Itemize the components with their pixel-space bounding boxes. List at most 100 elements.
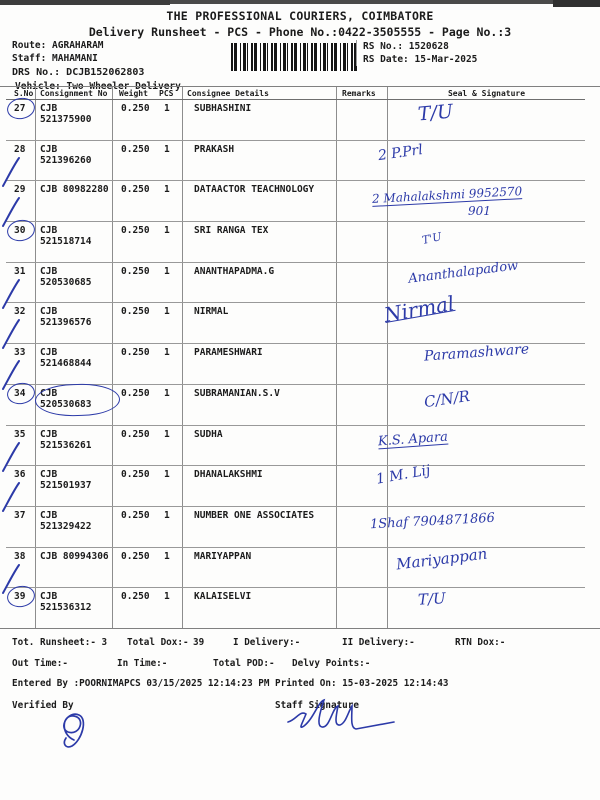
row-weight: 0.250 (121, 469, 150, 481)
row-sno-cell: 29 (2, 181, 36, 228)
route-field: Route: AGRAHARAM (12, 40, 104, 51)
row-sno-cell: 37 (6, 506, 36, 547)
delivery-tick-mark (2, 482, 20, 513)
row-remarks (337, 588, 388, 628)
col-header-consignee: Consignee Details (183, 87, 337, 99)
row-sno-circled: 39 (14, 591, 26, 603)
row-consignee: NUMBER ONE ASSOCIATES (183, 506, 337, 547)
row-sno-circled: 30 (14, 225, 26, 237)
total-runsheet: Tot. Runsheet:- 3 (12, 637, 108, 648)
table-row: 31 CJB 520530685 0.250 1 ANANTHAPADMA.G Anant… (2, 258, 585, 309)
row-remarks (337, 506, 388, 547)
row-remarks (337, 384, 388, 425)
total-pod: Total POD:- (213, 658, 275, 669)
row-sno: 28 (14, 143, 26, 155)
rs-date: RS Date: 15-Mar-2025 (363, 54, 478, 65)
row-remarks (337, 547, 388, 588)
row-consignee: SUBRAMANIAN.S.V (183, 384, 337, 425)
row-remarks (337, 140, 388, 181)
row-pcs: 1 (151, 100, 183, 140)
delivery-tick-mark (2, 563, 20, 594)
row-pcs: 1 (151, 303, 183, 344)
row-consignment-no: CJB 80982280 (40, 184, 109, 196)
table-row: 32 CJB 521396576 0.250 1 NIRMAL Nirmal (2, 291, 585, 350)
delivery-tick-mark (2, 156, 20, 187)
in-time: In Time:- (117, 658, 168, 669)
row-pcs: 1 (151, 222, 183, 262)
barcode-image (231, 43, 358, 71)
total-dox-value: 39 (193, 637, 205, 648)
row-remarks (337, 100, 388, 140)
drs-number-field: DRS No.: DCJB152062803 (12, 67, 145, 78)
table-row: 33 CJB 521468844 0.250 1 PARAMESHWARI Paramas… (2, 341, 585, 391)
row-pcs: 1 (151, 344, 183, 384)
row-pcs: 1 (151, 506, 183, 547)
row-weight: 0.250 (121, 265, 150, 277)
row-weight: 0.250 (121, 184, 150, 196)
row-consignment-cell: CJB 521329422 (36, 506, 113, 547)
row-consignee: PARAMESHWARI (183, 344, 337, 384)
col-header-consignment: Consignment No (36, 87, 113, 99)
staff-field: Staff: MAHAMANI (12, 53, 98, 64)
row-consignee: NIRMAL (183, 303, 337, 344)
row-weight: 0.250 (121, 103, 150, 114)
row-consignment-no: CJB 521375900 (40, 103, 92, 125)
row-consignment-no: CJB 521329422 (40, 509, 92, 532)
scan-edge-artifact-right (553, 0, 600, 7)
row-consignment-no: CJB 521501937 (40, 469, 92, 492)
runsheet-table: S.No Consignment No Weight PCS Consignee… (2, 87, 585, 628)
row-consignment-no: CJB 80994306 (40, 550, 109, 562)
row-sno: 32 (14, 306, 26, 318)
row-consignment-cell: CJB 521396576 (36, 303, 113, 344)
row-pcs: 1 (151, 181, 183, 222)
row-weight: 0.250 (121, 428, 150, 440)
table-row: 29 CJB 80982280 0.250 1 DATAACTOR TEACHNOLOG… (2, 181, 585, 228)
row-sno: 33 (14, 347, 26, 359)
row-sno-cell: 33 (2, 344, 36, 391)
row-pcs: 1 (151, 140, 183, 181)
row-sno-cell: 28 (2, 140, 36, 187)
row-remarks (337, 425, 388, 466)
row-sno: 37 (14, 509, 26, 521)
col-header-sno: S.No (6, 87, 36, 99)
row-consignment-no-circled: CJB 520530683 (40, 388, 112, 410)
row-consignee: DHANALAKSHMI (183, 466, 337, 506)
delvy-points: Delvy Points:- (292, 658, 371, 669)
row-sno: 36 (14, 469, 26, 481)
table-row: 37 CJB 521329422 0.250 1 NUMBER ONE ASSOCIAT… (6, 506, 585, 548)
verified-by-signature-scribble (63, 713, 85, 748)
row-remarks (337, 262, 388, 303)
row-sno-cell: 38 (2, 547, 36, 594)
total-dox-label: Total Dox:- (127, 637, 189, 648)
col-header-remarks: Remarks (337, 87, 388, 99)
row-consignment-cell: CJB 521536261 (36, 425, 113, 466)
row-sno-circled: 27 (14, 103, 26, 114)
row-consignment-cell: CJB 520530685 (36, 262, 113, 303)
row-remarks (337, 344, 388, 384)
row-pcs: 1 (151, 384, 183, 425)
row-consignment-no: CJB 521536261 (40, 428, 92, 451)
table-row: 39 CJB 521536312 0.250 1 KALAISELVI T/U (6, 588, 585, 628)
table-row: 34 CJB 520530683 0.250 1 SUBRAMANIAN.S.V C/N/… (6, 384, 585, 426)
delivery-tick-mark (2, 319, 20, 350)
row-signature-cell (388, 385, 585, 425)
row-consignee: SRI RANGA TEX (183, 222, 337, 262)
staff-signature-scribble (287, 698, 395, 730)
table-body: 27 CJB 521375900 0.250 1 SUBHASHINI T/U 28 CJB … (2, 100, 585, 628)
row-consignee: ANANTHAPADMA.G (183, 262, 337, 303)
table-row: 27 CJB 521375900 0.250 1 SUBHASHINI T/U (6, 100, 585, 141)
handwritten-signature-extra: 901 (468, 204, 491, 219)
row-sno: 31 (14, 265, 26, 277)
table-row: 36 CJB 521501937 0.250 1 DHANALAKSHMI 1 M. Li… (2, 463, 585, 513)
delivery-tick-mark (2, 441, 20, 472)
row-weight: 0.250 (121, 591, 150, 603)
row-consignee: MARIYAPPAN (183, 547, 337, 588)
row-sno-cell: 39 (6, 588, 36, 628)
row-consignment-cell: CJB 520530683 (36, 384, 113, 425)
delivery-tick-mark (2, 360, 20, 391)
row-pcs: 1 (151, 425, 183, 466)
row-sno-cell: 27 (6, 100, 36, 140)
table-bottom-rule (0, 628, 600, 629)
row-weight: 0.250 (121, 143, 150, 155)
